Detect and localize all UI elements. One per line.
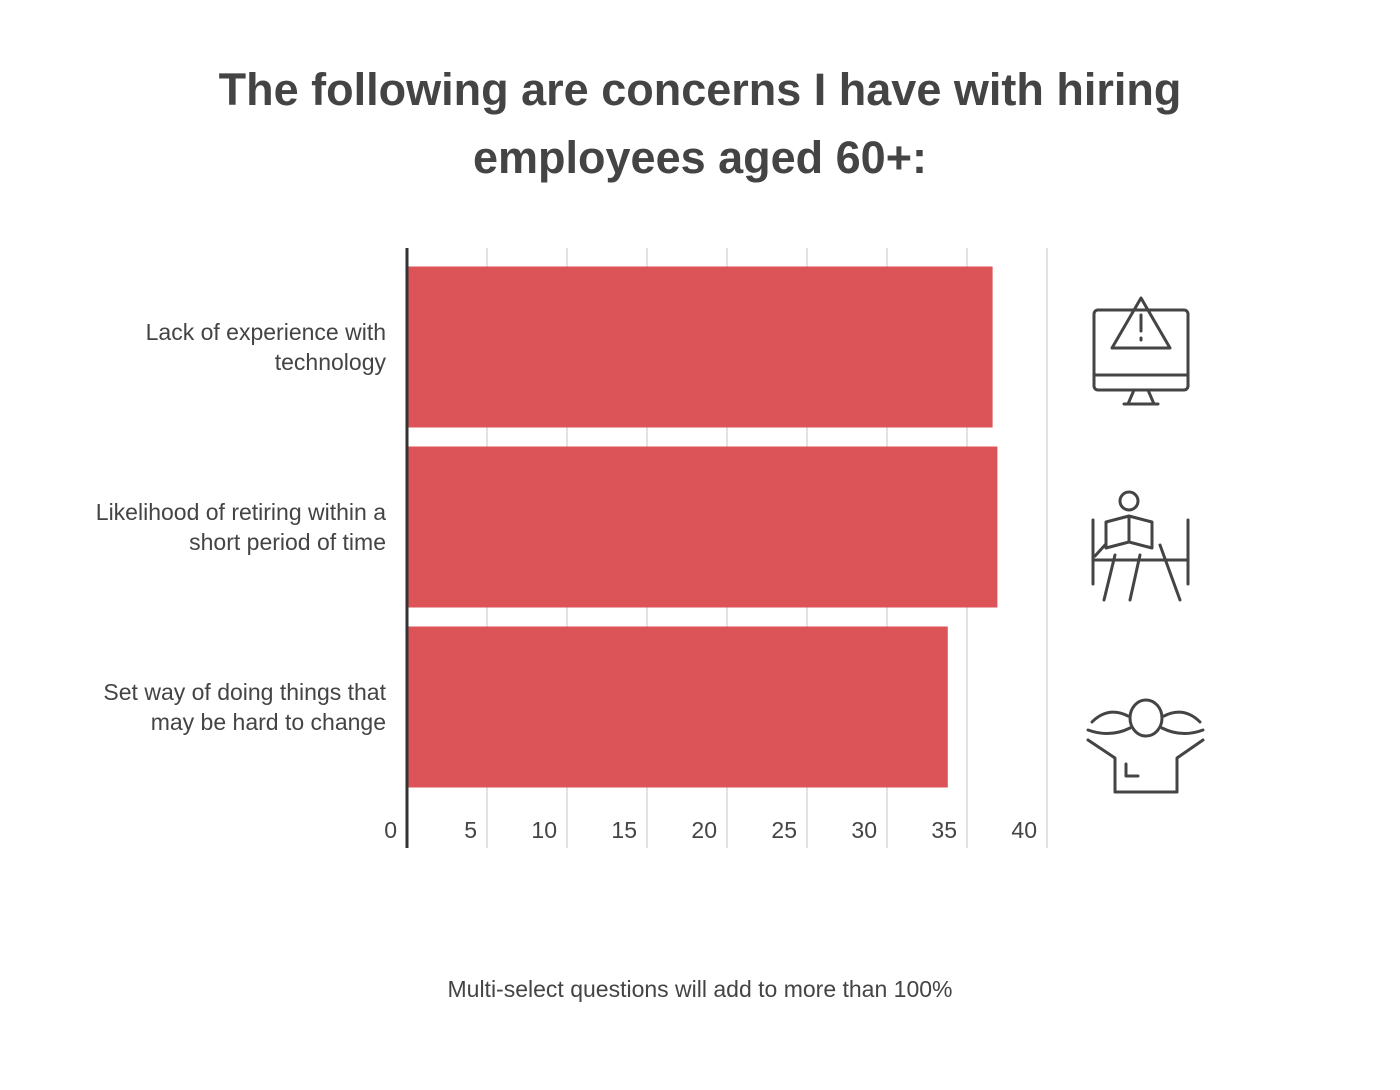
x-tick-label: 20	[691, 817, 717, 843]
x-tick-label: 25	[771, 817, 797, 843]
icon-person	[1086, 698, 1205, 794]
category-label: Lack of experience with technology	[145, 318, 386, 375]
x-tick-label: 30	[851, 817, 877, 843]
x-tick-label: 10	[531, 817, 557, 843]
icon-monitor	[1092, 296, 1190, 406]
chart-title: The following are concerns I have with h…	[218, 64, 1182, 183]
icon-reader	[1091, 490, 1190, 602]
bar	[407, 626, 948, 788]
category-label: Likelihood of retiring within a short pe…	[95, 498, 386, 555]
x-tick-label: 0	[384, 817, 397, 843]
bar	[407, 266, 993, 428]
x-tick-label: 5	[464, 817, 477, 843]
category-label: Set way of doing things that may be hard…	[103, 678, 386, 735]
bar	[407, 446, 998, 608]
x-tick-label: 40	[1011, 817, 1037, 843]
x-tick-label: 35	[931, 817, 957, 843]
footnote: Multi-select questions will add to more …	[447, 976, 953, 1002]
x-tick-label: 15	[611, 817, 637, 843]
